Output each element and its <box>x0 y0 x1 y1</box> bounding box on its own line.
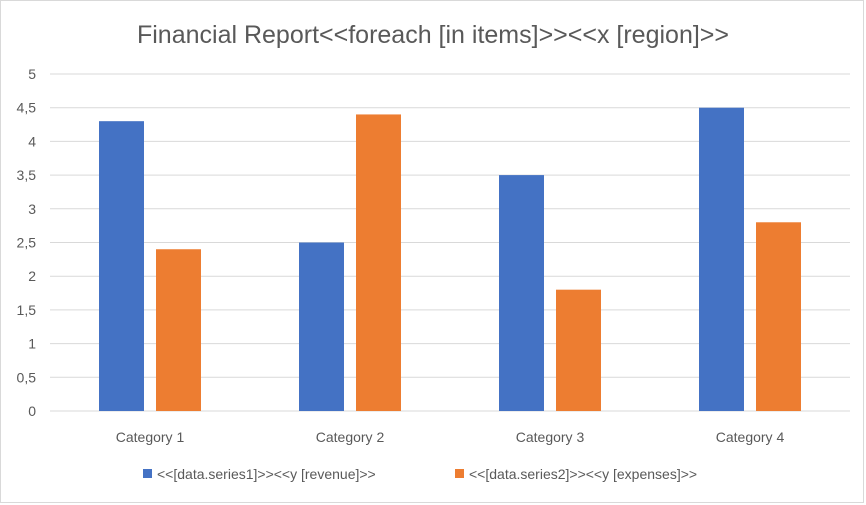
y-tick-label: 5 <box>28 66 36 82</box>
x-category-label: Category 2 <box>316 429 385 445</box>
bar-series1-category-1 <box>99 121 144 412</box>
legend-swatch <box>455 469 464 478</box>
x-category-label: Category 3 <box>516 429 585 445</box>
y-axis-ticks: 0 0,5 1 1,5 2 2,5 3 3,5 4 4,5 5 <box>17 66 37 419</box>
bar-series2-category-1 <box>156 249 201 411</box>
legend-swatch <box>143 469 152 478</box>
y-tick-label: 3,5 <box>17 167 37 183</box>
bars <box>99 107 801 412</box>
y-tick-label: 0 <box>28 403 36 419</box>
bar-series2-category-4 <box>756 222 801 411</box>
bar-series2-category-3 <box>556 289 601 411</box>
bar-series2-category-2 <box>356 114 401 411</box>
x-axis-categories: Category 1 Category 2 Category 3 Category 4 <box>116 429 785 445</box>
y-tick-label: 1 <box>28 336 36 352</box>
y-tick-label: 4 <box>28 133 36 149</box>
y-tick-label: 4,5 <box>17 100 37 116</box>
x-category-label: Category 4 <box>716 429 785 445</box>
chart-title: Financial Report<<foreach [in items]>><<… <box>137 21 729 49</box>
legend: <<[data.series1]>><<y [revenue]>> <<[data… <box>143 466 697 482</box>
y-tick-label: 2 <box>28 268 36 284</box>
bar-series1-category-3 <box>499 175 544 411</box>
legend-label: <<[data.series1]>><<y [revenue]>> <box>157 466 376 482</box>
bar-series1-category-2 <box>299 242 344 411</box>
legend-label: <<[data.series2]>><<y [expenses]>> <box>469 466 697 482</box>
y-tick-label: 1,5 <box>17 302 37 318</box>
y-tick-label: 0,5 <box>17 369 37 385</box>
x-category-label: Category 1 <box>116 429 185 445</box>
y-tick-label: 3 <box>28 201 36 217</box>
bar-series1-category-4 <box>699 107 744 411</box>
y-tick-label: 2,5 <box>17 235 37 251</box>
